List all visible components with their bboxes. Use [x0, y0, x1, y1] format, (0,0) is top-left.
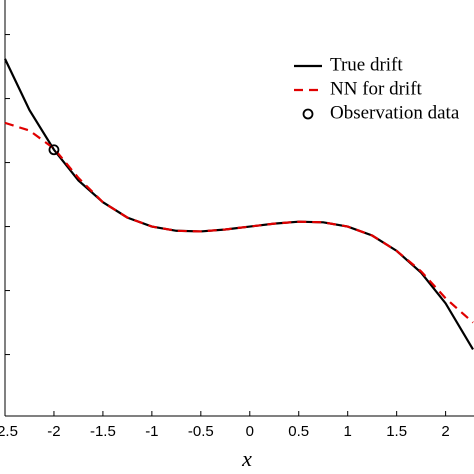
- x-tick-label: -1: [145, 423, 158, 440]
- x-tick-label: 0.5: [288, 423, 309, 440]
- line-series: [4, 121, 474, 324]
- line-series: [4, 58, 474, 351]
- x-axis-label: x: [241, 446, 252, 471]
- x-tick-label: -1.5: [90, 423, 116, 440]
- legend-label: Observation data: [330, 102, 460, 123]
- x-tick-label: 2: [441, 423, 449, 440]
- x-tick-label: 1.5: [386, 423, 407, 440]
- x-tick-label: 1: [344, 423, 352, 440]
- legend-label: True drift: [330, 54, 403, 75]
- legend-swatch: [302, 108, 314, 120]
- x-tick-label: -2.5: [0, 423, 18, 440]
- observation-point: [48, 144, 60, 156]
- x-tick-label: -0.5: [188, 423, 214, 440]
- x-tick-label: 0: [246, 423, 254, 440]
- legend-label: NN for drift: [330, 78, 423, 99]
- x-tick-label: -2: [47, 423, 60, 440]
